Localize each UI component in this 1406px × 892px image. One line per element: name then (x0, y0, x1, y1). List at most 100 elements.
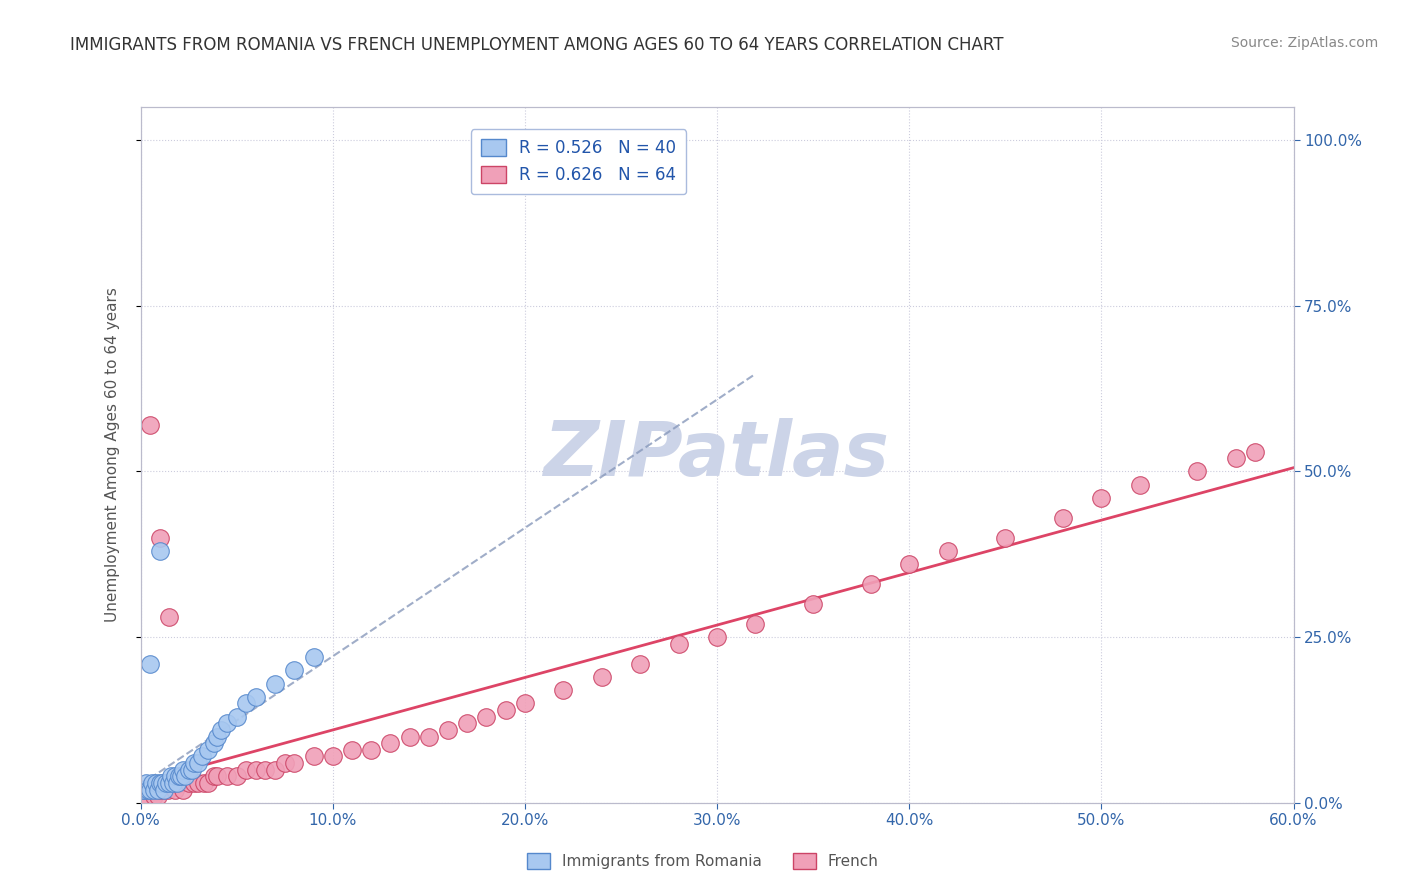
Point (152, 782, 174, 797)
Point (159, 610, 180, 624)
Point (1225, 451, 1247, 466)
Point (553, 683, 575, 698)
Legend: R = 0.526   N = 40, R = 0.626   N = 64: R = 0.526 N = 40, R = 0.626 N = 64 (471, 129, 686, 194)
Point (936, 544, 959, 558)
Point (159, 776, 180, 790)
Point (170, 769, 193, 783)
Point (160, 769, 183, 783)
Point (513, 697, 536, 711)
Point (994, 531, 1017, 545)
Point (139, 657, 162, 671)
Point (197, 743, 219, 757)
Point (162, 776, 184, 790)
Point (172, 782, 194, 797)
Point (628, 657, 651, 671)
Point (145, 776, 167, 790)
Point (145, 782, 167, 797)
Point (197, 776, 219, 790)
Point (141, 782, 163, 797)
Point (150, 776, 173, 790)
Point (146, 789, 169, 804)
Point (1129, 477, 1152, 491)
Point (136, 782, 159, 797)
Legend: Immigrants from Romania, French: Immigrants from Romania, French (522, 847, 884, 875)
Point (456, 716, 478, 731)
Point (264, 763, 287, 777)
Point (418, 730, 440, 744)
Point (302, 650, 325, 665)
Point (209, 723, 232, 737)
Point (202, 736, 225, 750)
Text: Source: ZipAtlas.com: Source: ZipAtlas.com (1230, 36, 1378, 50)
Point (183, 776, 205, 790)
Point (668, 637, 690, 651)
Point (167, 769, 190, 783)
Point (139, 782, 162, 797)
Point (898, 558, 921, 572)
Point (245, 763, 267, 777)
Point (135, 776, 157, 790)
Point (193, 776, 215, 790)
Point (177, 763, 200, 777)
Point (1090, 491, 1112, 505)
Point (187, 756, 209, 770)
Point (141, 776, 163, 790)
Point (283, 663, 305, 677)
Point (235, 763, 257, 777)
Point (207, 769, 229, 783)
Point (859, 577, 882, 591)
Point (156, 782, 179, 797)
Point (1244, 444, 1267, 458)
Point (149, 531, 172, 545)
Point (136, 782, 159, 797)
Point (160, 776, 183, 790)
Point (225, 769, 247, 783)
Point (744, 616, 766, 631)
Point (264, 676, 287, 690)
Point (340, 743, 363, 757)
Point (360, 743, 382, 757)
Point (217, 769, 239, 783)
Point (166, 776, 188, 790)
Point (380, 736, 402, 750)
Text: IMMIGRANTS FROM ROMANIA VS FRENCH UNEMPLOYMENT AMONG AGES 60 TO 64 YEARS CORRELA: IMMIGRANTS FROM ROMANIA VS FRENCH UNEMPL… (70, 36, 1004, 54)
Point (173, 769, 195, 783)
Point (207, 730, 229, 744)
Point (283, 756, 305, 770)
Point (134, 782, 156, 797)
Y-axis label: Unemployment Among Ages 60 to 64 years: Unemployment Among Ages 60 to 64 years (105, 287, 120, 623)
Point (139, 782, 162, 797)
Point (274, 756, 297, 770)
Point (437, 723, 460, 737)
Point (475, 709, 498, 723)
Point (149, 544, 172, 558)
Point (167, 776, 190, 790)
Point (139, 418, 162, 433)
Point (149, 776, 172, 790)
Point (146, 782, 169, 797)
Point (177, 776, 200, 790)
Point (398, 730, 420, 744)
Point (135, 789, 157, 804)
Point (131, 782, 153, 797)
Point (191, 749, 214, 764)
Point (152, 782, 174, 797)
Point (245, 690, 267, 704)
Point (183, 756, 205, 770)
Point (1187, 465, 1209, 479)
Point (143, 782, 166, 797)
Point (143, 789, 166, 804)
Point (149, 782, 172, 797)
Point (322, 749, 344, 764)
Point (495, 703, 517, 717)
Point (134, 782, 156, 797)
Point (235, 697, 257, 711)
Point (1052, 511, 1074, 525)
Point (165, 782, 187, 797)
Point (202, 769, 225, 783)
Point (165, 769, 187, 783)
Point (591, 670, 613, 684)
Point (706, 630, 728, 644)
Text: ZIPatlas: ZIPatlas (544, 418, 890, 491)
Point (155, 776, 177, 790)
